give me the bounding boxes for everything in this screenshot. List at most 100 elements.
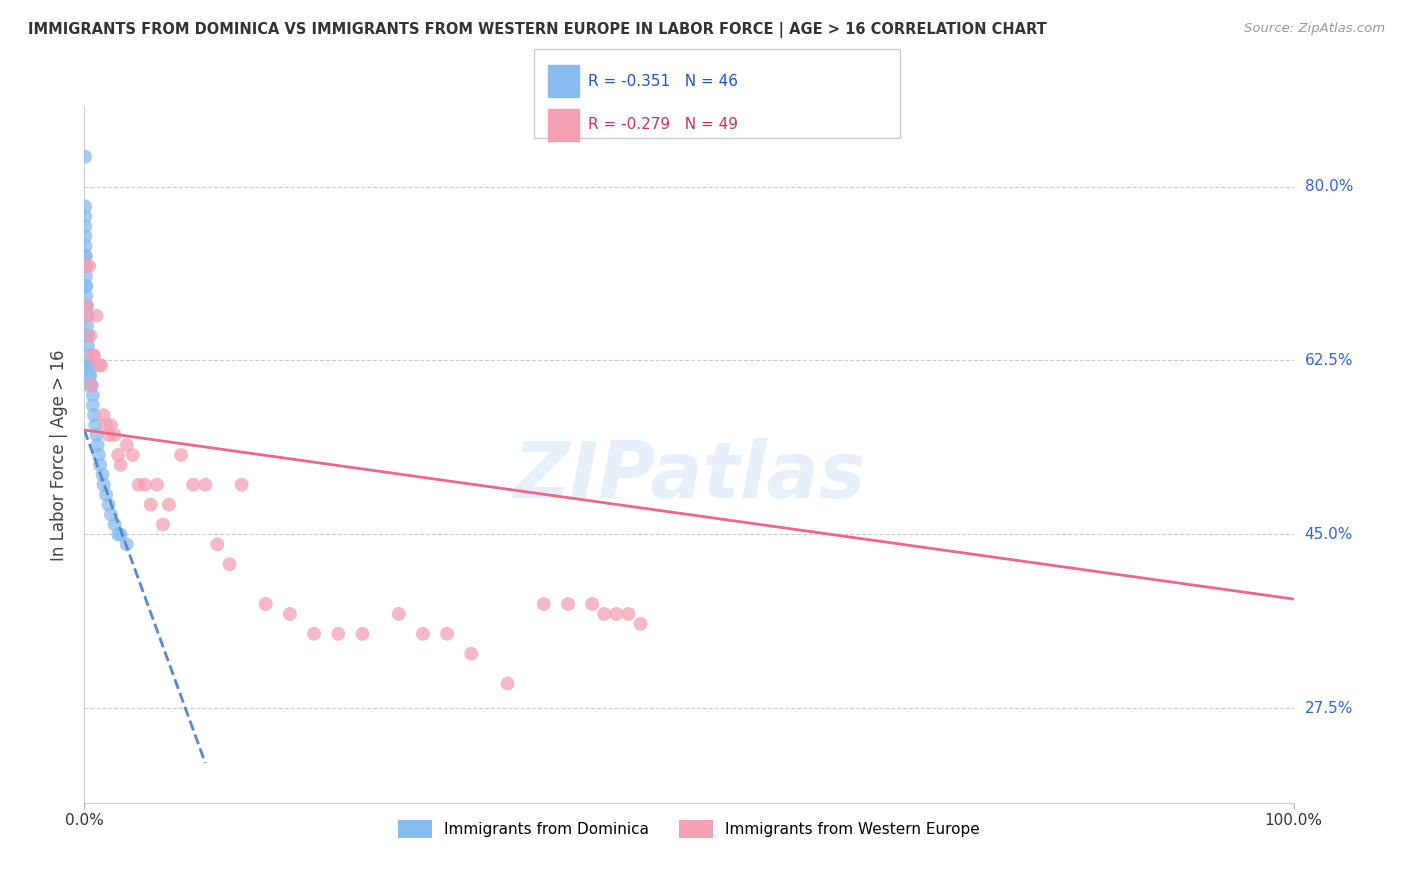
Point — [218, 558, 240, 572]
Point — [581, 597, 603, 611]
Point — [87, 359, 110, 373]
Point — [80, 378, 103, 392]
Point — [110, 458, 132, 472]
Point — [75, 268, 97, 283]
Point — [460, 647, 482, 661]
Point — [115, 537, 138, 551]
Point — [278, 607, 301, 621]
Point — [91, 467, 114, 482]
Point — [496, 676, 519, 690]
Point — [128, 477, 150, 491]
Point — [75, 249, 97, 263]
Point — [557, 597, 579, 611]
Point — [89, 458, 111, 472]
Point — [107, 448, 129, 462]
Point — [76, 309, 98, 323]
Point — [75, 279, 97, 293]
Point — [86, 428, 108, 442]
Text: 62.5%: 62.5% — [1305, 353, 1353, 368]
Point — [617, 607, 640, 621]
Point — [75, 259, 97, 273]
Point — [76, 328, 98, 343]
Point — [352, 627, 374, 641]
Point — [77, 338, 100, 352]
Point — [94, 488, 117, 502]
Text: 27.5%: 27.5% — [1305, 701, 1353, 716]
Point — [104, 517, 127, 532]
Point — [94, 418, 117, 433]
Point — [86, 438, 108, 452]
Text: IMMIGRANTS FROM DOMINICA VS IMMIGRANTS FROM WESTERN EUROPE IN LABOR FORCE | AGE : IMMIGRANTS FROM DOMINICA VS IMMIGRANTS F… — [28, 22, 1047, 38]
Point — [121, 448, 143, 462]
Point — [79, 368, 101, 383]
Point — [80, 378, 103, 392]
Point — [254, 597, 277, 611]
Text: R = -0.351   N = 46: R = -0.351 N = 46 — [588, 74, 738, 88]
Point — [76, 299, 98, 313]
Point — [73, 150, 96, 164]
Point — [75, 279, 97, 293]
Point — [328, 627, 350, 641]
Point — [115, 438, 138, 452]
Text: 80.0%: 80.0% — [1305, 179, 1353, 194]
Point — [75, 239, 97, 253]
Point — [152, 517, 174, 532]
Point — [75, 219, 97, 234]
Point — [75, 210, 97, 224]
Point — [97, 498, 120, 512]
Point — [87, 448, 110, 462]
Point — [82, 398, 104, 412]
Point — [83, 349, 105, 363]
Point — [79, 328, 101, 343]
Point — [75, 289, 97, 303]
Point — [77, 368, 100, 383]
Point — [436, 627, 458, 641]
Point — [302, 627, 325, 641]
Legend: Immigrants from Dominica, Immigrants from Western Europe: Immigrants from Dominica, Immigrants fro… — [392, 814, 986, 844]
Point — [75, 259, 97, 273]
Point — [75, 249, 97, 263]
Point — [75, 229, 97, 244]
Point — [77, 328, 100, 343]
Point — [93, 408, 115, 422]
Point — [107, 527, 129, 541]
Point — [77, 359, 100, 373]
Point — [75, 299, 97, 313]
Point — [100, 418, 122, 433]
Point — [630, 616, 652, 631]
Point — [86, 309, 108, 323]
Point — [593, 607, 616, 621]
Text: ZIPatlas: ZIPatlas — [513, 438, 865, 514]
Point — [76, 318, 98, 333]
Point — [605, 607, 627, 621]
Point — [75, 199, 97, 213]
Point — [77, 359, 100, 373]
Point — [104, 428, 127, 442]
Text: R = -0.279   N = 49: R = -0.279 N = 49 — [588, 118, 738, 132]
Point — [82, 349, 104, 363]
Point — [77, 309, 100, 323]
Point — [77, 349, 100, 363]
Text: 45.0%: 45.0% — [1305, 527, 1353, 542]
Point — [79, 359, 101, 373]
Text: Source: ZipAtlas.com: Source: ZipAtlas.com — [1244, 22, 1385, 36]
Point — [83, 408, 105, 422]
Point — [231, 477, 253, 491]
Point — [97, 428, 120, 442]
Point — [100, 508, 122, 522]
Point — [84, 418, 107, 433]
Point — [533, 597, 555, 611]
Point — [146, 477, 169, 491]
Point — [77, 259, 100, 273]
Point — [134, 477, 156, 491]
Point — [110, 527, 132, 541]
Point — [77, 378, 100, 392]
Point — [76, 299, 98, 313]
Y-axis label: In Labor Force | Age > 16: In Labor Force | Age > 16 — [51, 349, 69, 561]
Point — [157, 498, 180, 512]
Point — [207, 537, 229, 551]
Point — [90, 359, 112, 373]
Point — [412, 627, 434, 641]
Point — [82, 388, 104, 402]
Point — [170, 448, 193, 462]
